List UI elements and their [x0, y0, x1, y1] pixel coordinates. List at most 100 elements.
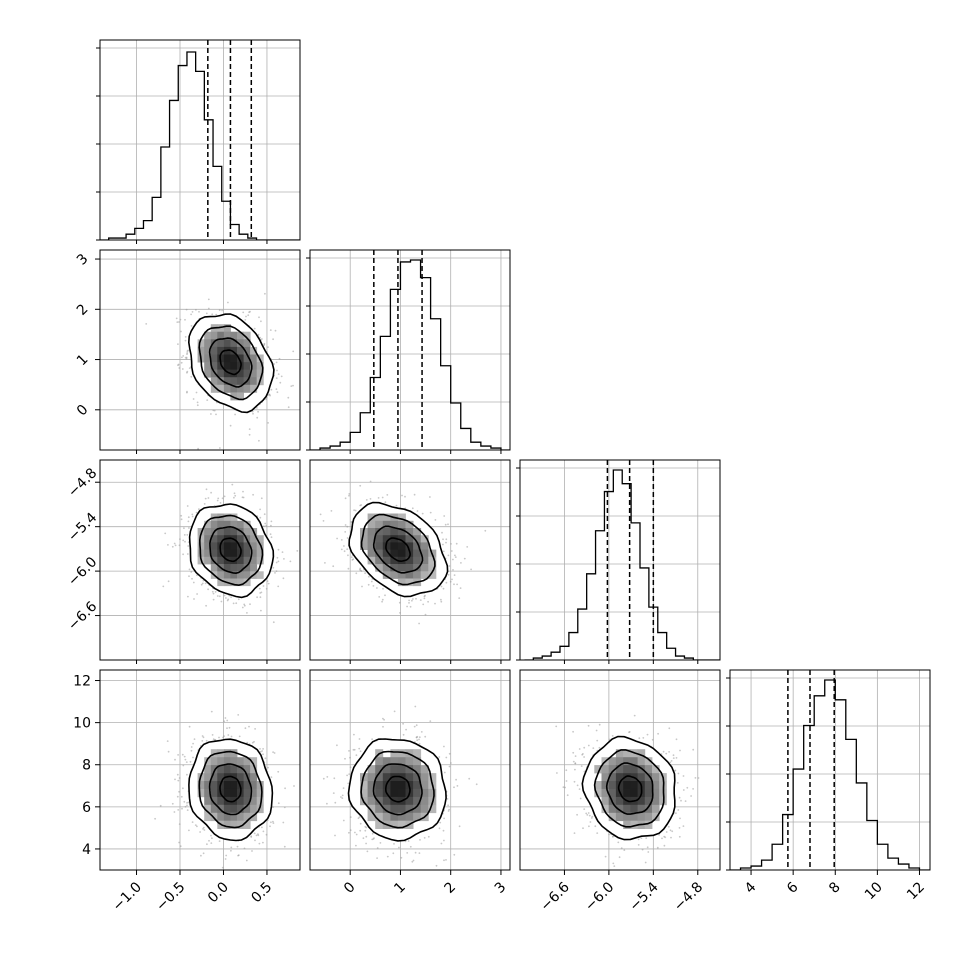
sample-point: [237, 854, 240, 857]
sample-point: [587, 744, 590, 747]
sample-point: [242, 311, 245, 314]
density-cell: [237, 354, 244, 363]
sample-point: [348, 493, 351, 495]
sample-point: [191, 515, 194, 518]
sample-point: [452, 569, 454, 571]
sample-point: [393, 843, 395, 845]
sample-point: [322, 777, 325, 780]
sample-point: [258, 439, 260, 442]
density-cell: [250, 362, 258, 371]
sample-point: [413, 725, 416, 728]
sample-point: [214, 591, 217, 593]
density-cell: [223, 765, 231, 774]
density-cell: [243, 354, 251, 363]
sample-point: [692, 788, 694, 790]
sample-point: [340, 539, 343, 541]
density-cell: [608, 804, 617, 814]
sample-point: [608, 833, 610, 836]
density-cell: [204, 354, 212, 363]
density-cell: [644, 788, 653, 798]
density-cell: [601, 781, 610, 790]
density-cell: [210, 549, 218, 558]
sample-point: [470, 568, 472, 571]
sample-point: [186, 353, 188, 355]
sample-point: [212, 409, 215, 412]
sample-point: [236, 845, 239, 848]
sample-point: [171, 802, 174, 805]
sample-point: [259, 336, 261, 339]
density-cell: [601, 773, 610, 782]
density-cell: [367, 513, 376, 522]
sample-point: [555, 725, 558, 728]
sample-point: [277, 770, 280, 773]
density-cell: [210, 384, 218, 393]
sample-point: [224, 858, 227, 860]
sample-point: [404, 495, 406, 498]
sample-point: [564, 786, 566, 789]
sample-point: [576, 784, 579, 787]
sample-point: [586, 814, 589, 816]
sample-point: [210, 842, 213, 844]
sample-point: [368, 575, 370, 578]
sample-point: [421, 512, 424, 515]
sample-point: [372, 585, 375, 587]
sample-point: [583, 756, 585, 758]
sample-point: [197, 447, 200, 450]
sample-point: [182, 764, 185, 767]
sample-point: [583, 746, 586, 749]
sample-point: [275, 561, 278, 564]
density-cell: [601, 765, 610, 774]
density-cell: [375, 528, 384, 536]
sample-point: [201, 740, 204, 742]
density-cell: [237, 571, 244, 579]
density-cell: [250, 788, 258, 798]
density-cell: [375, 773, 384, 782]
sample-point: [259, 750, 262, 753]
sample-point: [216, 595, 219, 597]
sample-point: [367, 583, 370, 586]
contour-line: [347, 738, 447, 842]
density-cell: [223, 812, 231, 822]
density-cell: [230, 788, 238, 798]
density-cell: [210, 781, 218, 790]
density-cell: [243, 556, 251, 565]
sample-point: [651, 738, 654, 741]
sample-point: [443, 839, 445, 842]
density-cell: [230, 820, 238, 829]
grid-layer-1-0: [100, 250, 300, 450]
sample-point: [195, 511, 198, 514]
sample-point: [269, 329, 272, 331]
density-cell: [644, 796, 653, 806]
sample-point: [423, 837, 426, 839]
sample-point: [362, 837, 365, 840]
density-cell: [197, 535, 205, 543]
sample-point: [678, 796, 681, 799]
sample-point: [257, 333, 260, 336]
sample-point: [257, 833, 259, 835]
sample-point: [450, 543, 452, 545]
sample-point: [448, 752, 451, 755]
sample-point: [349, 766, 352, 769]
sample-point: [178, 367, 181, 369]
sample-point: [667, 825, 670, 828]
sample-point: [269, 394, 271, 397]
sample-point: [196, 404, 199, 407]
sample-point: [262, 748, 264, 750]
sample-point: [263, 525, 265, 528]
sample-point: [353, 509, 355, 512]
contour-line: [360, 750, 435, 829]
density-cell: [367, 765, 376, 774]
density-cell: [390, 765, 399, 774]
sample-point: [369, 480, 372, 483]
density-cell: [405, 564, 414, 572]
sample-point: [440, 600, 443, 603]
sample-point: [351, 559, 354, 561]
sample-point: [445, 541, 447, 544]
sample-point: [344, 524, 347, 526]
sample-point: [663, 835, 666, 838]
sample-point: [353, 733, 355, 736]
sample-point: [253, 327, 256, 330]
density-cell: [413, 549, 422, 558]
sample-point: [562, 786, 565, 789]
histogram-step-line: [310, 259, 510, 450]
